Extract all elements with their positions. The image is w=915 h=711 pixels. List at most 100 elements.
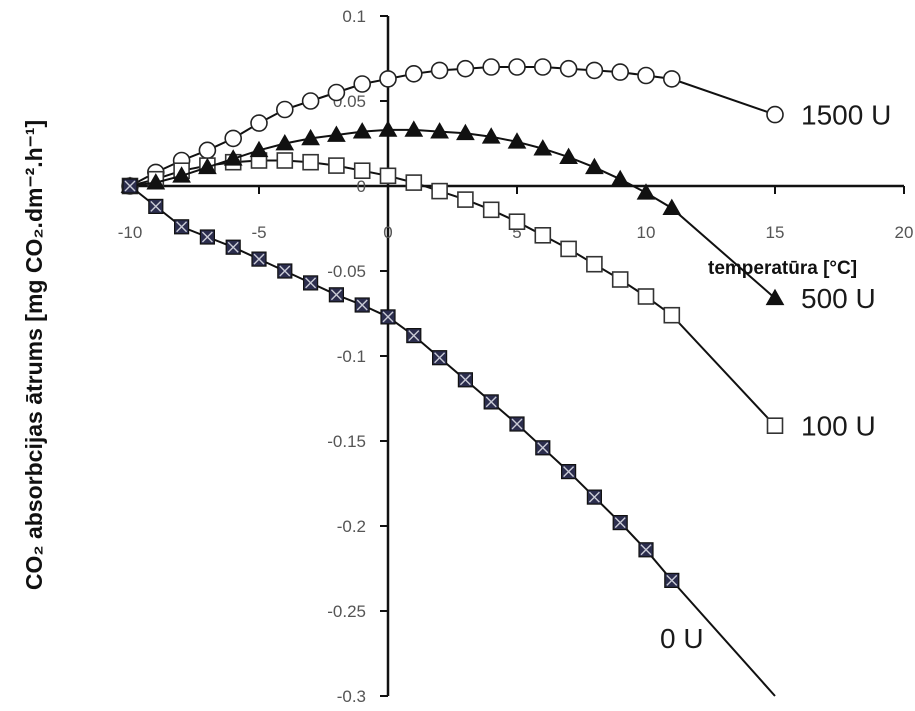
data-point-cross <box>124 180 136 192</box>
data-point <box>533 58 552 76</box>
series-group <box>120 58 785 697</box>
data-point-cross <box>356 299 368 311</box>
data-point-cross <box>227 241 239 253</box>
y-tick-label: -0.05 <box>327 262 366 281</box>
data-point <box>507 132 527 149</box>
data-point <box>560 464 577 480</box>
data-point <box>637 288 655 305</box>
x-tick-label: 0 <box>383 223 392 242</box>
x-tick-group: -10 -5 0 5 10 15 20 <box>118 186 914 242</box>
data-point <box>431 182 448 200</box>
data-point <box>277 263 293 279</box>
x-tick-label: 10 <box>637 223 656 242</box>
data-point <box>457 372 473 388</box>
y-tick-label: -0.1 <box>337 347 366 366</box>
axes: -10 -5 0 5 10 15 20 0.10.050-0.05-0.1-0.15-0.2… <box>118 7 914 706</box>
data-point <box>533 139 553 156</box>
data-point <box>223 149 243 166</box>
data-point <box>559 59 578 78</box>
series-100-u <box>121 152 784 435</box>
data-point <box>560 240 577 258</box>
data-point <box>404 120 424 137</box>
data-point <box>432 350 448 366</box>
data-point <box>172 166 191 183</box>
data-point <box>146 173 166 190</box>
data-point <box>663 306 681 324</box>
data-point-cross <box>537 442 549 454</box>
data-point <box>275 133 295 151</box>
y-tick-group: 0.10.050-0.05-0.1-0.15-0.2-0.25-0.3 <box>327 7 388 706</box>
data-point-cross <box>305 277 317 289</box>
y-tick-label: -0.3 <box>337 687 366 706</box>
data-point <box>353 75 372 93</box>
series-label: 500 U <box>801 283 876 314</box>
data-point <box>585 61 604 80</box>
data-point <box>122 178 138 194</box>
x-axis-title: temperatūra [°C] <box>708 258 857 279</box>
data-point-cross <box>640 544 652 556</box>
data-point <box>380 309 396 325</box>
data-point-cross <box>459 374 471 386</box>
data-point-cross <box>201 231 213 243</box>
data-point <box>379 167 397 185</box>
data-point <box>225 239 241 255</box>
data-point <box>535 440 551 456</box>
data-point-cross <box>666 574 678 586</box>
data-point-cross <box>176 221 188 233</box>
data-point <box>481 127 501 144</box>
data-point <box>199 229 215 245</box>
data-point-cross <box>330 289 342 301</box>
data-point <box>766 105 784 124</box>
data-point <box>378 120 398 137</box>
data-point <box>610 169 630 187</box>
series-0-u <box>122 178 776 697</box>
y-tick-label: -0.25 <box>327 602 366 621</box>
data-point-cross <box>408 330 420 342</box>
data-point <box>765 288 785 306</box>
data-point <box>611 271 629 288</box>
y-axis-title: CO₂ absorbcijas ātrums [mg CO₂.dm⁻².h⁻¹] <box>21 120 47 590</box>
series-label: 1500 U <box>801 100 891 131</box>
data-point-cross <box>382 311 394 323</box>
data-point <box>456 59 475 78</box>
series-line <box>129 159 776 427</box>
data-point <box>301 92 320 110</box>
data-point <box>559 147 578 164</box>
x-tick-label: -10 <box>118 223 143 242</box>
x-tick-label: 15 <box>766 223 785 242</box>
data-point <box>430 122 449 139</box>
data-point-cross <box>253 253 265 265</box>
data-point <box>483 394 499 410</box>
data-point <box>198 141 217 160</box>
data-point-cross <box>485 396 497 408</box>
data-point <box>148 198 164 214</box>
data-point <box>482 201 500 219</box>
data-point-cross <box>150 200 162 212</box>
data-point <box>328 287 344 303</box>
data-point <box>406 328 422 344</box>
data-point-cross <box>511 418 523 430</box>
data-point-cross <box>434 352 446 364</box>
x-tick-label: 20 <box>895 223 914 242</box>
data-point <box>586 489 603 505</box>
series-label-group: 1500 U 100 U 500 U 0 U <box>660 100 891 654</box>
data-point <box>301 128 320 146</box>
x-tick-label: -5 <box>251 223 266 242</box>
data-point <box>586 255 603 273</box>
data-point <box>224 129 242 148</box>
y-tick-label: 0 <box>357 177 366 196</box>
data-point <box>585 157 604 175</box>
data-point <box>250 114 268 132</box>
data-point <box>430 61 449 80</box>
series-label: 100 U <box>801 411 876 442</box>
data-point <box>251 251 267 267</box>
data-point <box>379 70 397 88</box>
data-point <box>636 183 656 200</box>
data-point <box>249 140 269 158</box>
data-point <box>662 198 682 215</box>
data-point <box>405 174 423 191</box>
data-point-cross <box>279 265 291 277</box>
data-point <box>276 152 294 169</box>
data-point <box>327 83 346 102</box>
